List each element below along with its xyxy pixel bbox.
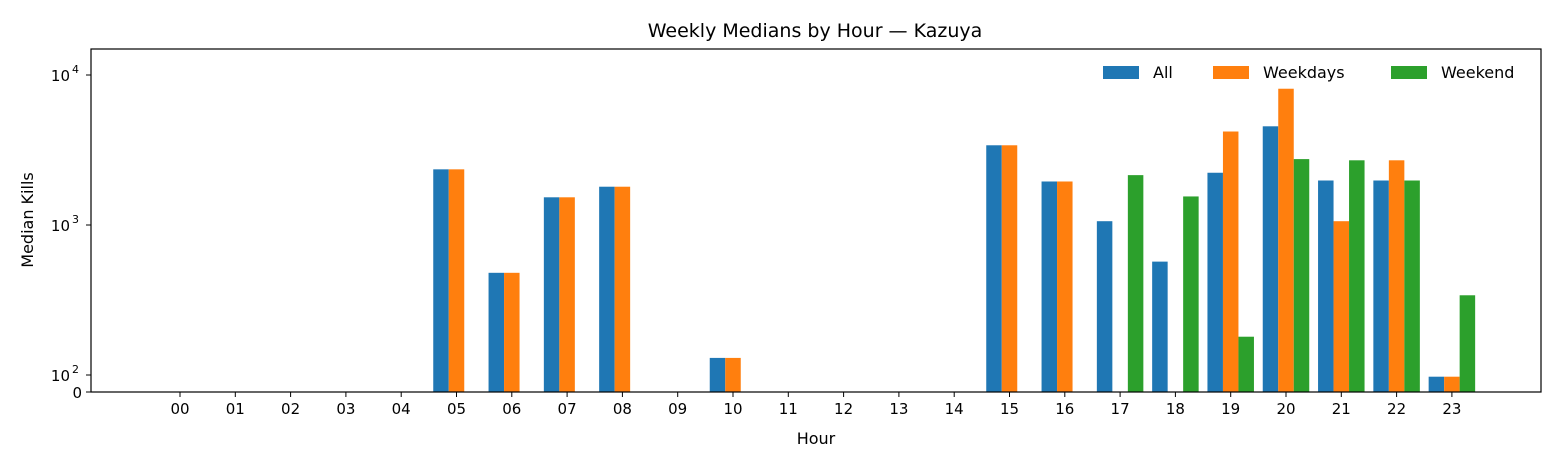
x-tick-label-21: 21 xyxy=(1332,400,1351,418)
bar-all-15 xyxy=(986,145,1002,392)
x-tick-label-12: 12 xyxy=(834,400,853,418)
x-axis: 00 01 02 03 04 05 06 07 08 09 10 11 12 13 14 15 16 17 18 19… xyxy=(170,392,1461,418)
legend-swatch-weekdays xyxy=(1213,66,1249,79)
bar-weekdays-19 xyxy=(1222,131,1239,392)
x-tick-label-17: 17 xyxy=(1111,400,1130,418)
y-tick-exponent-10000: 4 xyxy=(72,63,79,76)
y-tick-label-10000: 10 xyxy=(51,67,70,85)
bar-all-07 xyxy=(543,197,560,392)
bar-weekdays-23 xyxy=(1444,376,1460,392)
bar-weekdays-20 xyxy=(1278,88,1294,392)
y-tick-label-1000: 10 xyxy=(51,217,70,235)
y-tick-label-100: 10 xyxy=(51,367,70,385)
x-tick-label-13: 13 xyxy=(889,400,908,418)
bar-weekend-17 xyxy=(1127,175,1144,392)
x-axis-label: Hour xyxy=(797,429,836,448)
x-tick-label-07: 07 xyxy=(558,400,577,418)
bar-weekdays-16 xyxy=(1057,181,1073,392)
y-tick-label-0: 0 xyxy=(72,384,82,402)
bar-all-17 xyxy=(1096,221,1113,392)
y-axis-label: Median Kills xyxy=(18,172,37,267)
x-tick-label-05: 05 xyxy=(447,400,466,418)
x-tick-label-09: 09 xyxy=(668,400,687,418)
bar-weekdays-15 xyxy=(1001,145,1018,392)
bar-weekdays-07 xyxy=(559,197,575,392)
x-tick-label-01: 01 xyxy=(226,400,245,418)
x-tick-label-22: 22 xyxy=(1387,400,1406,418)
x-tick-label-04: 04 xyxy=(392,400,411,418)
y-tick-exponent-1000: 3 xyxy=(72,213,79,226)
bar-weekdays-22 xyxy=(1388,160,1405,392)
bar-all-19 xyxy=(1207,172,1223,392)
bar-weekend-21 xyxy=(1349,160,1365,392)
bars-layer xyxy=(433,88,1476,393)
chart-title: Weekly Medians by Hour — Kazuya xyxy=(648,20,983,42)
legend-swatch-all xyxy=(1103,66,1139,79)
x-tick-label-18: 18 xyxy=(1166,400,1185,418)
x-tick-label-00: 00 xyxy=(170,400,189,418)
bar-weekend-22 xyxy=(1404,180,1420,392)
x-tick-label-16: 16 xyxy=(1055,400,1074,418)
bar-all-05 xyxy=(433,169,449,392)
bar-all-08 xyxy=(599,186,615,392)
bar-weekend-19 xyxy=(1238,336,1254,392)
x-tick-label-19: 19 xyxy=(1221,400,1240,418)
bar-weekdays-08 xyxy=(614,186,631,392)
x-tick-label-11: 11 xyxy=(779,400,798,418)
bar-weekdays-05 xyxy=(448,169,465,392)
bar-weekdays-21 xyxy=(1333,221,1350,392)
bar-all-23 xyxy=(1428,376,1445,392)
x-tick-label-20: 20 xyxy=(1276,400,1295,418)
legend: All Weekdays Weekend xyxy=(1103,63,1514,82)
legend-swatch-weekend xyxy=(1391,66,1427,79)
bar-all-21 xyxy=(1318,180,1334,392)
legend-label-weekdays: Weekdays xyxy=(1263,63,1345,82)
legend-label-weekend: Weekend xyxy=(1441,63,1514,82)
x-tick-label-03: 03 xyxy=(336,400,355,418)
bar-all-22 xyxy=(1373,180,1389,392)
x-tick-label-15: 15 xyxy=(1000,400,1019,418)
plot-frame xyxy=(90,48,1542,393)
bar-weekend-20 xyxy=(1293,159,1310,392)
bar-weekdays-06 xyxy=(504,272,520,392)
bar-all-18 xyxy=(1152,261,1168,392)
x-tick-label-06: 06 xyxy=(502,400,521,418)
x-tick-label-08: 08 xyxy=(613,400,632,418)
bar-weekend-18 xyxy=(1183,196,1199,392)
bar-weekend-23 xyxy=(1459,295,1476,392)
bar-all-06 xyxy=(488,272,505,392)
x-tick-label-14: 14 xyxy=(945,400,964,418)
legend-label-all: All xyxy=(1153,63,1173,82)
bar-weekdays-10 xyxy=(725,357,741,392)
x-tick-label-02: 02 xyxy=(281,400,300,418)
y-tick-exponent-100: 2 xyxy=(72,363,79,376)
bar-all-16 xyxy=(1041,181,1058,392)
x-tick-label-10: 10 xyxy=(723,400,742,418)
x-tick-label-23: 23 xyxy=(1442,400,1461,418)
bar-all-20 xyxy=(1262,126,1279,393)
bar-all-10 xyxy=(709,357,726,392)
